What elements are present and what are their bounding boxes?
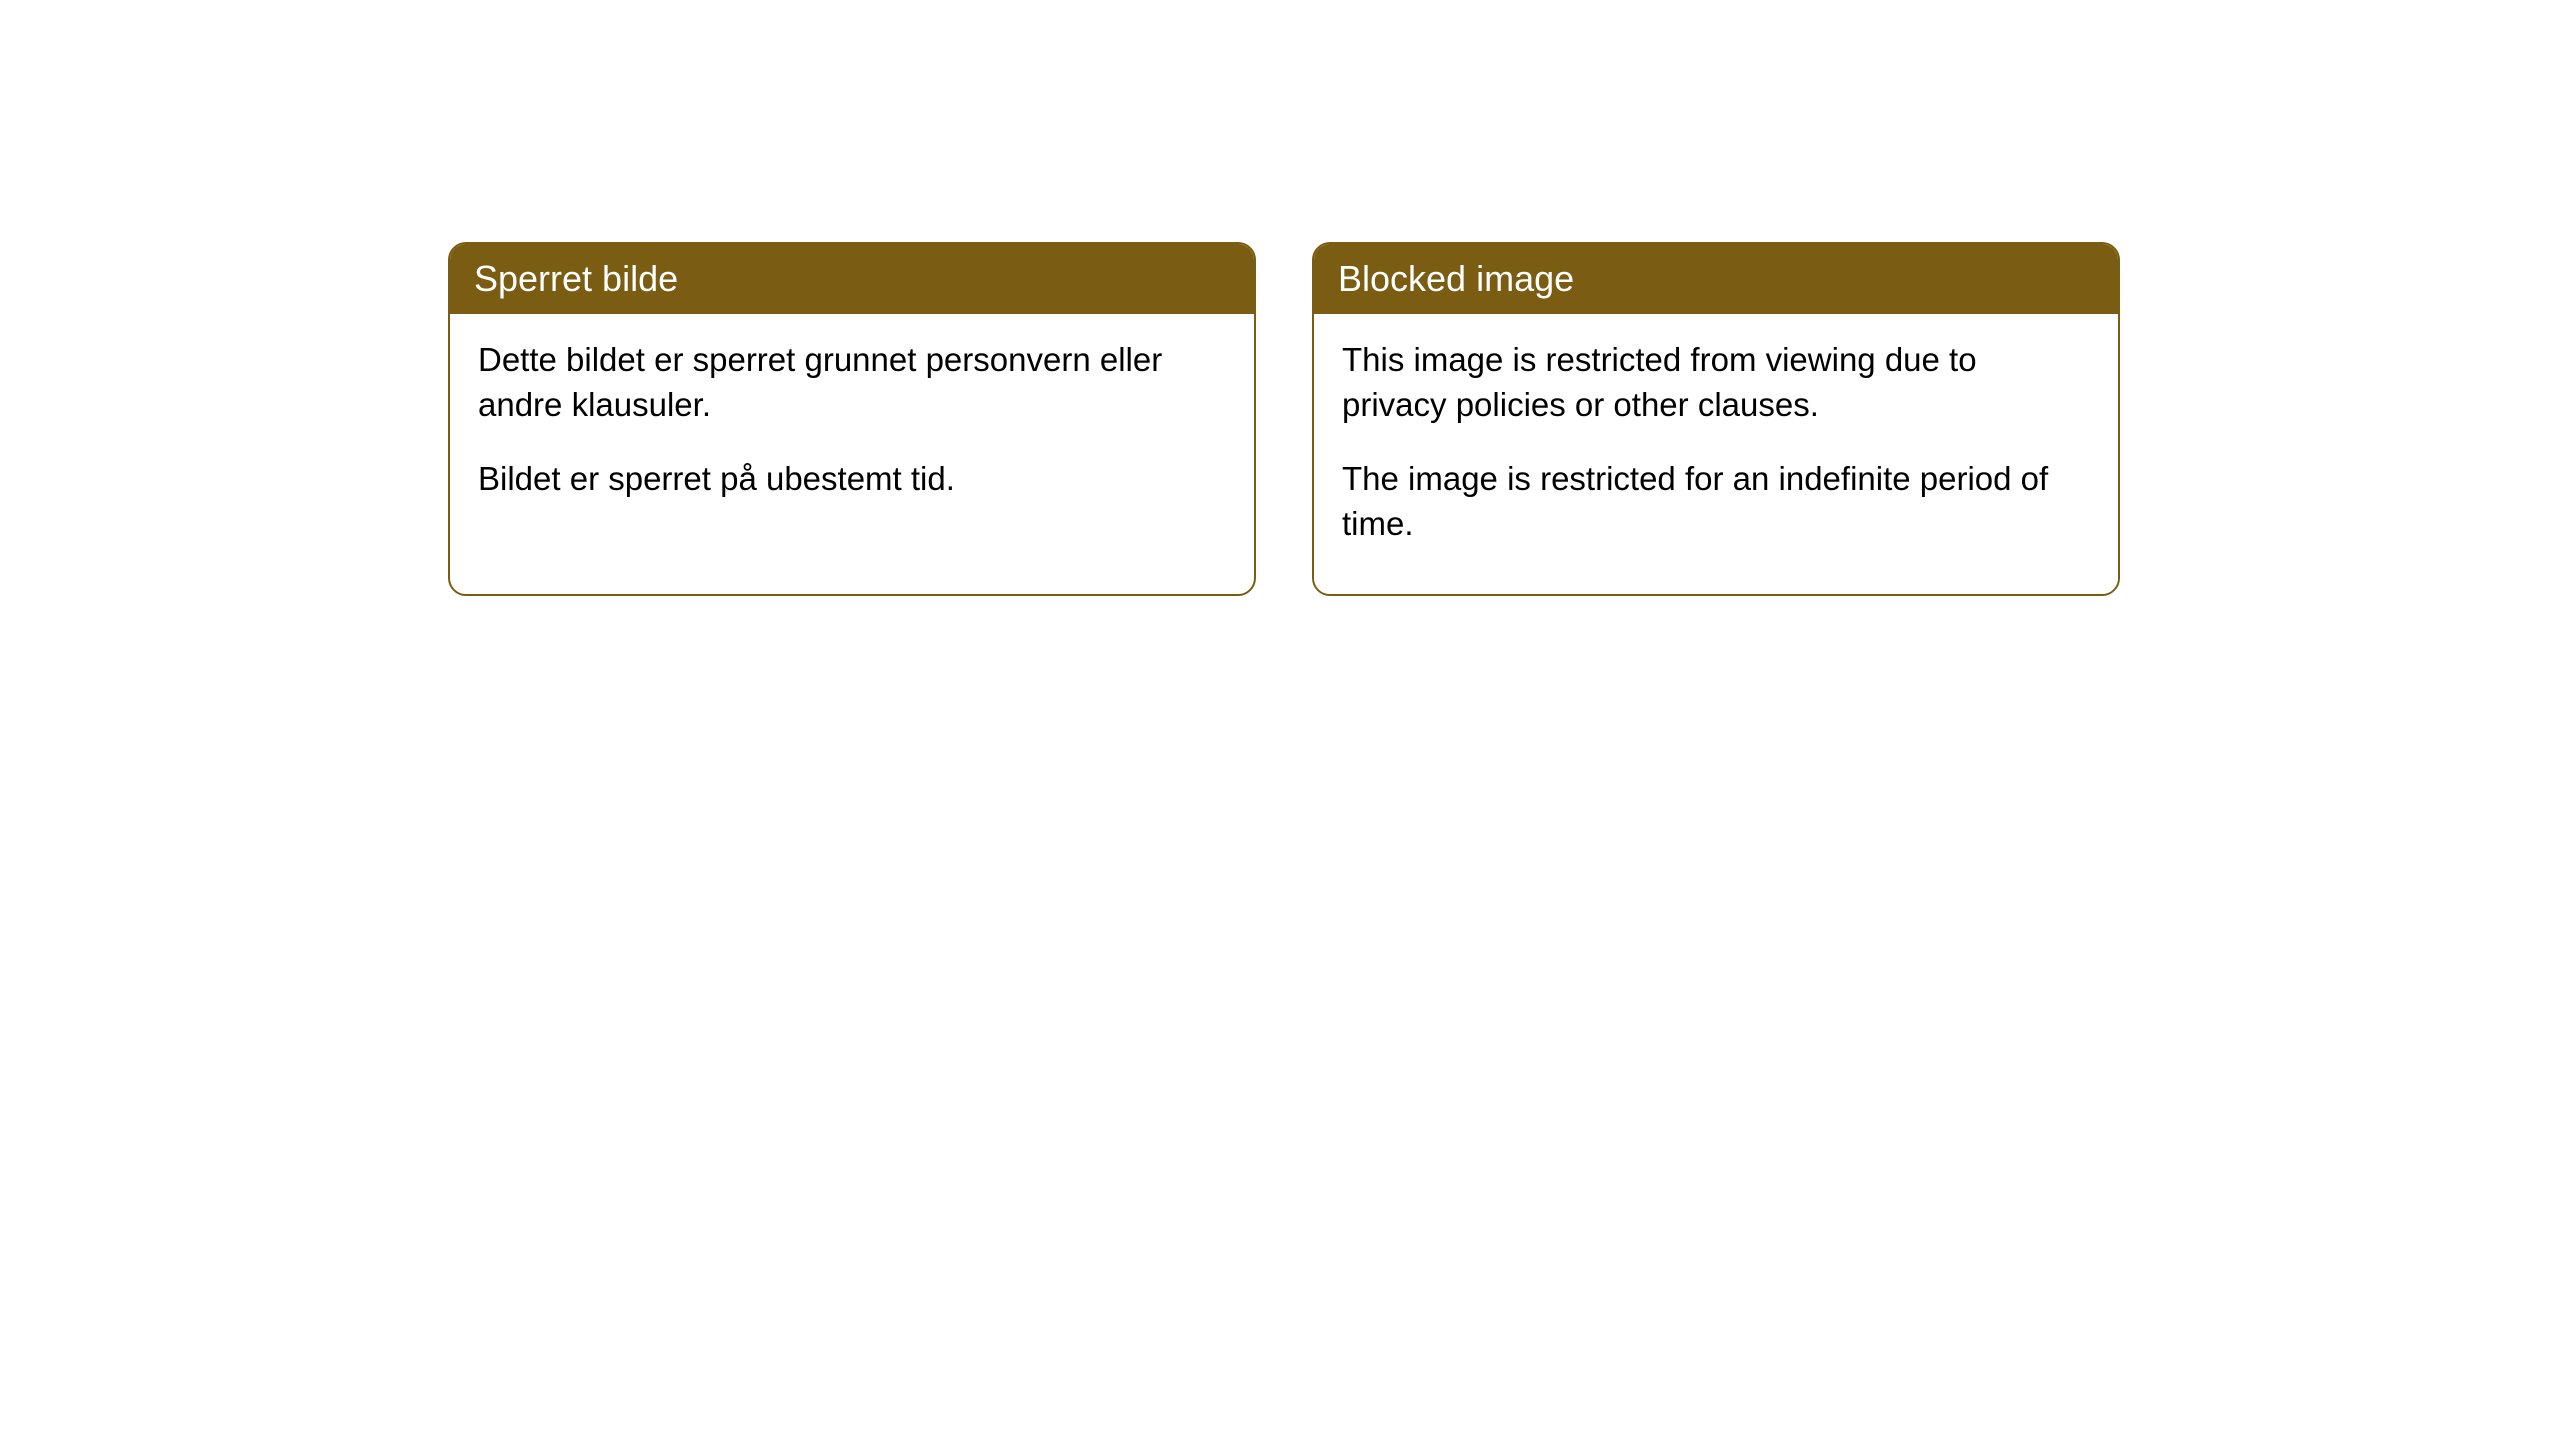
notice-card-english: Blocked image This image is restricted f… <box>1312 242 2120 596</box>
card-header: Blocked image <box>1314 244 2118 314</box>
card-paragraph-1: This image is restricted from viewing du… <box>1342 338 2090 427</box>
card-body: This image is restricted from viewing du… <box>1314 314 2118 594</box>
card-header: Sperret bilde <box>450 244 1254 314</box>
notice-cards-container: Sperret bilde Dette bildet er sperret gr… <box>448 242 2120 596</box>
card-body: Dette bildet er sperret grunnet personve… <box>450 314 1254 550</box>
card-paragraph-1: Dette bildet er sperret grunnet personve… <box>478 338 1226 427</box>
card-title: Sperret bilde <box>474 258 678 299</box>
card-paragraph-2: The image is restricted for an indefinit… <box>1342 457 2090 546</box>
notice-card-norwegian: Sperret bilde Dette bildet er sperret gr… <box>448 242 1256 596</box>
card-paragraph-2: Bildet er sperret på ubestemt tid. <box>478 457 1226 502</box>
card-title: Blocked image <box>1338 258 1574 299</box>
